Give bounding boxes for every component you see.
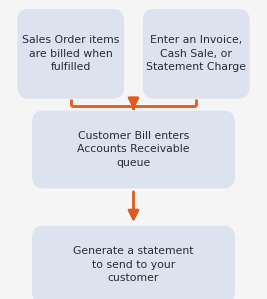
FancyBboxPatch shape bbox=[32, 226, 235, 299]
FancyBboxPatch shape bbox=[17, 9, 124, 99]
Text: Customer Bill enters
Accounts Receivable
queue: Customer Bill enters Accounts Receivable… bbox=[77, 131, 190, 168]
Text: Enter an Invoice,
Cash Sale, or
Statement Charge: Enter an Invoice, Cash Sale, or Statemen… bbox=[146, 35, 246, 72]
FancyBboxPatch shape bbox=[32, 111, 235, 188]
Text: Generate a statement
to send to your
customer: Generate a statement to send to your cus… bbox=[73, 246, 194, 283]
FancyBboxPatch shape bbox=[143, 9, 250, 99]
Text: Sales Order items
are billed when
fulfilled: Sales Order items are billed when fulfil… bbox=[22, 35, 119, 72]
